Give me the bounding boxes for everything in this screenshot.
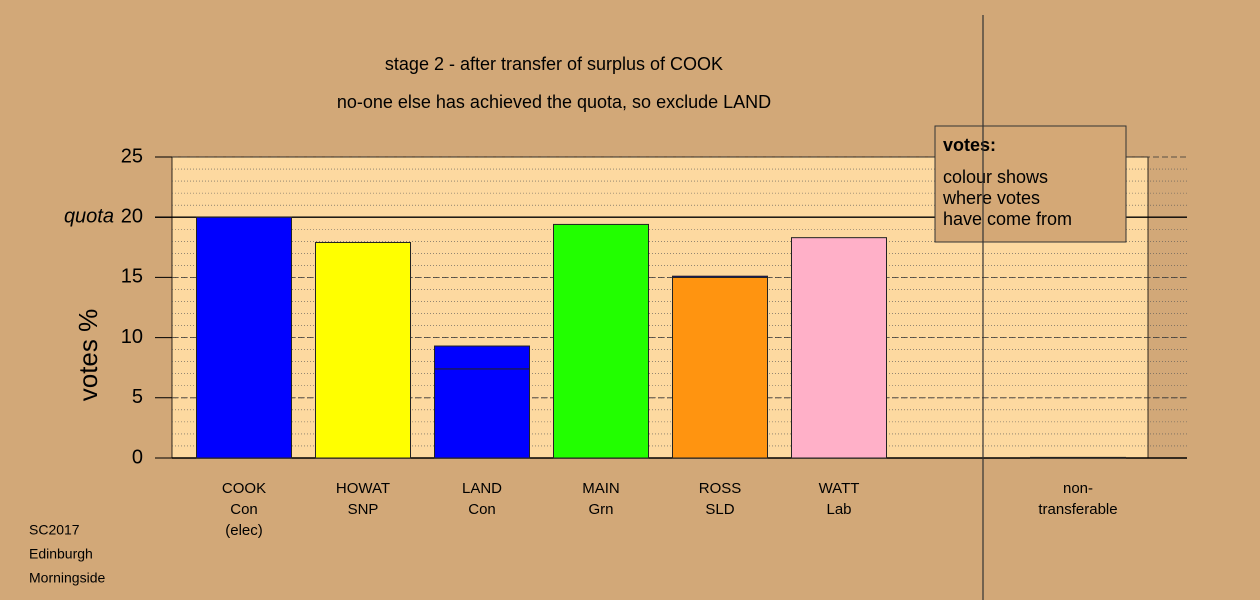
bar-segment — [434, 368, 530, 459]
x-tick-label: Con — [230, 501, 258, 518]
bar-segment — [1030, 456, 1126, 459]
x-tick-label: Grn — [588, 501, 613, 518]
x-tick-label: Lab — [826, 501, 851, 518]
bar-segment — [315, 241, 411, 459]
x-tick-label: MAIN — [582, 480, 620, 497]
quota-label: quota — [64, 205, 114, 227]
legend-text: have come from — [943, 209, 1072, 229]
footnote: Edinburgh — [29, 546, 93, 562]
x-tick-label: LAND — [462, 480, 502, 497]
bar-segment — [196, 216, 292, 459]
y-tick-label: 10 — [121, 326, 143, 348]
x-tick-label: COOK — [222, 480, 266, 497]
y-axis-label: votes % — [73, 309, 103, 402]
x-tick-label: WATT — [819, 480, 860, 497]
x-tick-label: HOWAT — [336, 480, 390, 497]
y-tick-label: 5 — [132, 386, 143, 408]
chart-subtitle: no-one else has achieved the quota, so e… — [337, 92, 771, 112]
footnote: SC2017 — [29, 522, 80, 538]
x-tick-label: SNP — [348, 501, 379, 518]
chart-title: stage 2 - after transfer of surplus of C… — [385, 54, 723, 74]
x-tick-label: SLD — [705, 501, 734, 518]
y-tick-label: 15 — [121, 266, 143, 288]
plot: 0 5 10 15 20 25 quota COOK Con (elec) HOWAT SNP LAND… — [29, 125, 1187, 586]
y-tick-label: 25 — [121, 145, 143, 167]
legend-title: votes: — [943, 135, 996, 155]
footnote: Morningside — [29, 570, 105, 586]
legend-text: where votes — [942, 188, 1040, 208]
bar-segment — [434, 345, 530, 370]
x-tick-label: Con — [468, 501, 496, 518]
y-tick-label: 0 — [132, 446, 143, 468]
x-tick-label: transferable — [1038, 501, 1117, 518]
bar-segment — [553, 223, 649, 459]
x-tick-label: ROSS — [699, 480, 742, 497]
bar-segment — [672, 276, 768, 459]
x-tick-label: (elec) — [225, 522, 263, 539]
legend-box — [934, 125, 1127, 243]
bar-segment — [791, 237, 887, 459]
bar-segment — [672, 275, 768, 278]
legend-text: colour shows — [943, 167, 1048, 187]
y-tick-label: 20 — [121, 205, 143, 227]
x-tick-label: non- — [1063, 480, 1093, 497]
